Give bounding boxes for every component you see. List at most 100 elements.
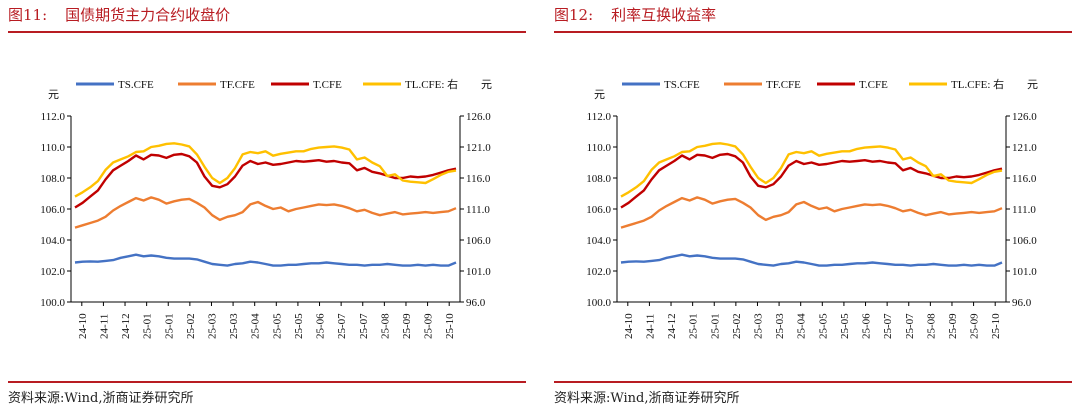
x-tick-label: 25-04 (796, 313, 808, 339)
y-tick-label-right: 116.0 (466, 173, 491, 185)
y-tick-label-right: 116.0 (1012, 173, 1037, 185)
legend-label: TL.CFE: 右 (405, 77, 458, 91)
figure-number: 图12: (554, 6, 594, 24)
x-tick-label: 25-01 (688, 313, 700, 339)
series-line-tl-cfe (620, 142, 1003, 198)
x-tick-label: 25-03 (206, 313, 218, 339)
y-tick-label-right: 121.0 (1012, 142, 1037, 154)
figure-12: 图12: 利率互换收益率 TS.CFE TF.CFE T.CFE TL.CFE: 右元元… (554, 0, 1080, 413)
x-tick-label: 25-06 (315, 313, 327, 339)
y-tick-label-right: 111.0 (1012, 204, 1036, 216)
figure-number: 图11: (8, 6, 48, 24)
figure-11: 图11: 国债期货主力合约收盘价 TS.CFE TF.CFE T.CFE TL.CFE:… (8, 0, 535, 413)
x-tick-label: 25-04 (250, 313, 262, 339)
legend-label: TF.CFE (766, 79, 801, 91)
series-line-ts-cfe (620, 253, 1003, 267)
x-tick-label: 25-07 (904, 313, 916, 339)
x-tick-label: 25-03 (752, 313, 764, 339)
right-axis-unit: 元 (481, 79, 492, 91)
y-tick-label-right: 101.0 (1012, 266, 1037, 278)
y-tick-label-right: 106.0 (1012, 235, 1037, 247)
y-tick-label-left: 104.0 (40, 235, 65, 247)
y-tick-label-left: 100.0 (40, 297, 65, 309)
y-tick-label-left: 102.0 (586, 266, 611, 278)
left-axis-unit: 元 (48, 89, 59, 101)
title-rule (8, 31, 526, 33)
y-tick-label-left: 106.0 (586, 204, 611, 216)
series-line-t-cfe (620, 152, 1003, 209)
figure-title: 图12: 利率互换收益率 (554, 4, 716, 25)
x-tick-label: 24-10 (77, 313, 89, 339)
legend-label: TS.CFE (664, 79, 700, 91)
x-tick-label: 25-02 (185, 313, 197, 339)
x-tick-label: 25-09 (401, 313, 413, 339)
y-tick-label-left: 112.0 (587, 111, 612, 123)
legend-label: TS.CFE (118, 79, 154, 91)
x-tick-label: 25-05 (271, 313, 283, 339)
y-tick-label-left: 102.0 (40, 266, 65, 278)
y-tick-label-right: 106.0 (466, 235, 491, 247)
y-tick-label-right: 96.0 (466, 297, 486, 309)
source-note: 资料来源:Wind,浙商证券研究所 (8, 391, 194, 406)
chart-figure-11: TS.CFE TF.CFE T.CFE TL.CFE: 右元元100.0102.010… (40, 77, 492, 339)
x-tick-label: 25-10 (990, 313, 1002, 339)
x-tick-label: 24-10 (623, 313, 635, 339)
figure-title-text: 利率互换收益率 (611, 6, 717, 24)
x-tick-label: 24-11 (98, 314, 110, 339)
x-tick-label: 24-11 (644, 314, 656, 339)
y-tick-label-left: 108.0 (40, 173, 65, 185)
legend-label: TF.CFE (220, 79, 255, 91)
y-tick-label-left: 112.0 (41, 111, 66, 123)
x-tick-label: 25-05 (839, 313, 851, 339)
y-tick-label-left: 100.0 (586, 297, 611, 309)
x-tick-label: 25-06 (861, 313, 873, 339)
y-tick-label-left: 106.0 (40, 204, 65, 216)
title-rule (554, 31, 1072, 33)
y-tick-label-right: 126.0 (1012, 111, 1037, 123)
x-tick-label: 25-10 (444, 313, 456, 339)
x-tick-label: 25-09 (947, 313, 959, 339)
x-tick-label: 25-05 (817, 313, 829, 339)
left-axis-unit: 元 (594, 89, 605, 101)
y-tick-label-right: 96.0 (1012, 297, 1032, 309)
x-tick-label: 25-03 (774, 313, 786, 339)
x-tick-label: 25-07 (358, 313, 370, 339)
series-line-tl-cfe (74, 142, 457, 198)
x-tick-label: 25-07 (882, 313, 894, 339)
x-tick-label: 25-09 (423, 313, 435, 339)
legend-label: T.CFE (859, 79, 888, 91)
x-tick-label: 25-01 (709, 313, 721, 339)
right-axis-unit: 元 (1027, 79, 1038, 91)
legend-label: TL.CFE: 右 (951, 77, 1004, 91)
x-tick-label: 25-08 (379, 313, 391, 339)
y-tick-label-left: 104.0 (586, 235, 611, 247)
x-tick-label: 25-05 (293, 313, 305, 339)
x-tick-label: 25-01 (142, 313, 154, 339)
y-tick-label-left: 110.0 (41, 142, 66, 154)
figure-title-text: 国债期货主力合约收盘价 (65, 6, 231, 24)
series-line-tf-cfe (620, 196, 1003, 229)
y-tick-label-right: 111.0 (466, 204, 490, 216)
x-tick-label: 25-08 (925, 313, 937, 339)
x-tick-label: 24-12 (666, 313, 678, 339)
legend-label: T.CFE (313, 79, 342, 91)
source-note: 资料来源:Wind,浙商证券研究所 (554, 391, 740, 406)
y-tick-label-right: 126.0 (466, 111, 491, 123)
x-tick-label: 25-03 (228, 313, 240, 339)
series-line-tf-cfe (74, 196, 457, 229)
x-tick-label: 25-09 (969, 313, 981, 339)
y-tick-label-left: 110.0 (587, 142, 612, 154)
y-tick-label-right: 101.0 (466, 266, 491, 278)
y-tick-label-right: 121.0 (466, 142, 491, 154)
source-rule (8, 381, 526, 383)
x-tick-label: 25-02 (731, 313, 743, 339)
source-rule (554, 381, 1072, 383)
series-line-ts-cfe (74, 253, 457, 267)
x-tick-label: 25-01 (163, 313, 175, 339)
x-tick-label: 24-12 (120, 313, 132, 339)
figure-title: 图11: 国债期货主力合约收盘价 (8, 4, 230, 25)
y-tick-label-left: 108.0 (586, 173, 611, 185)
x-tick-label: 25-07 (336, 313, 348, 339)
chart-figure-12: TS.CFE TF.CFE T.CFE TL.CFE: 右元元100.0102.010… (586, 77, 1038, 339)
series-line-t-cfe (74, 152, 457, 209)
